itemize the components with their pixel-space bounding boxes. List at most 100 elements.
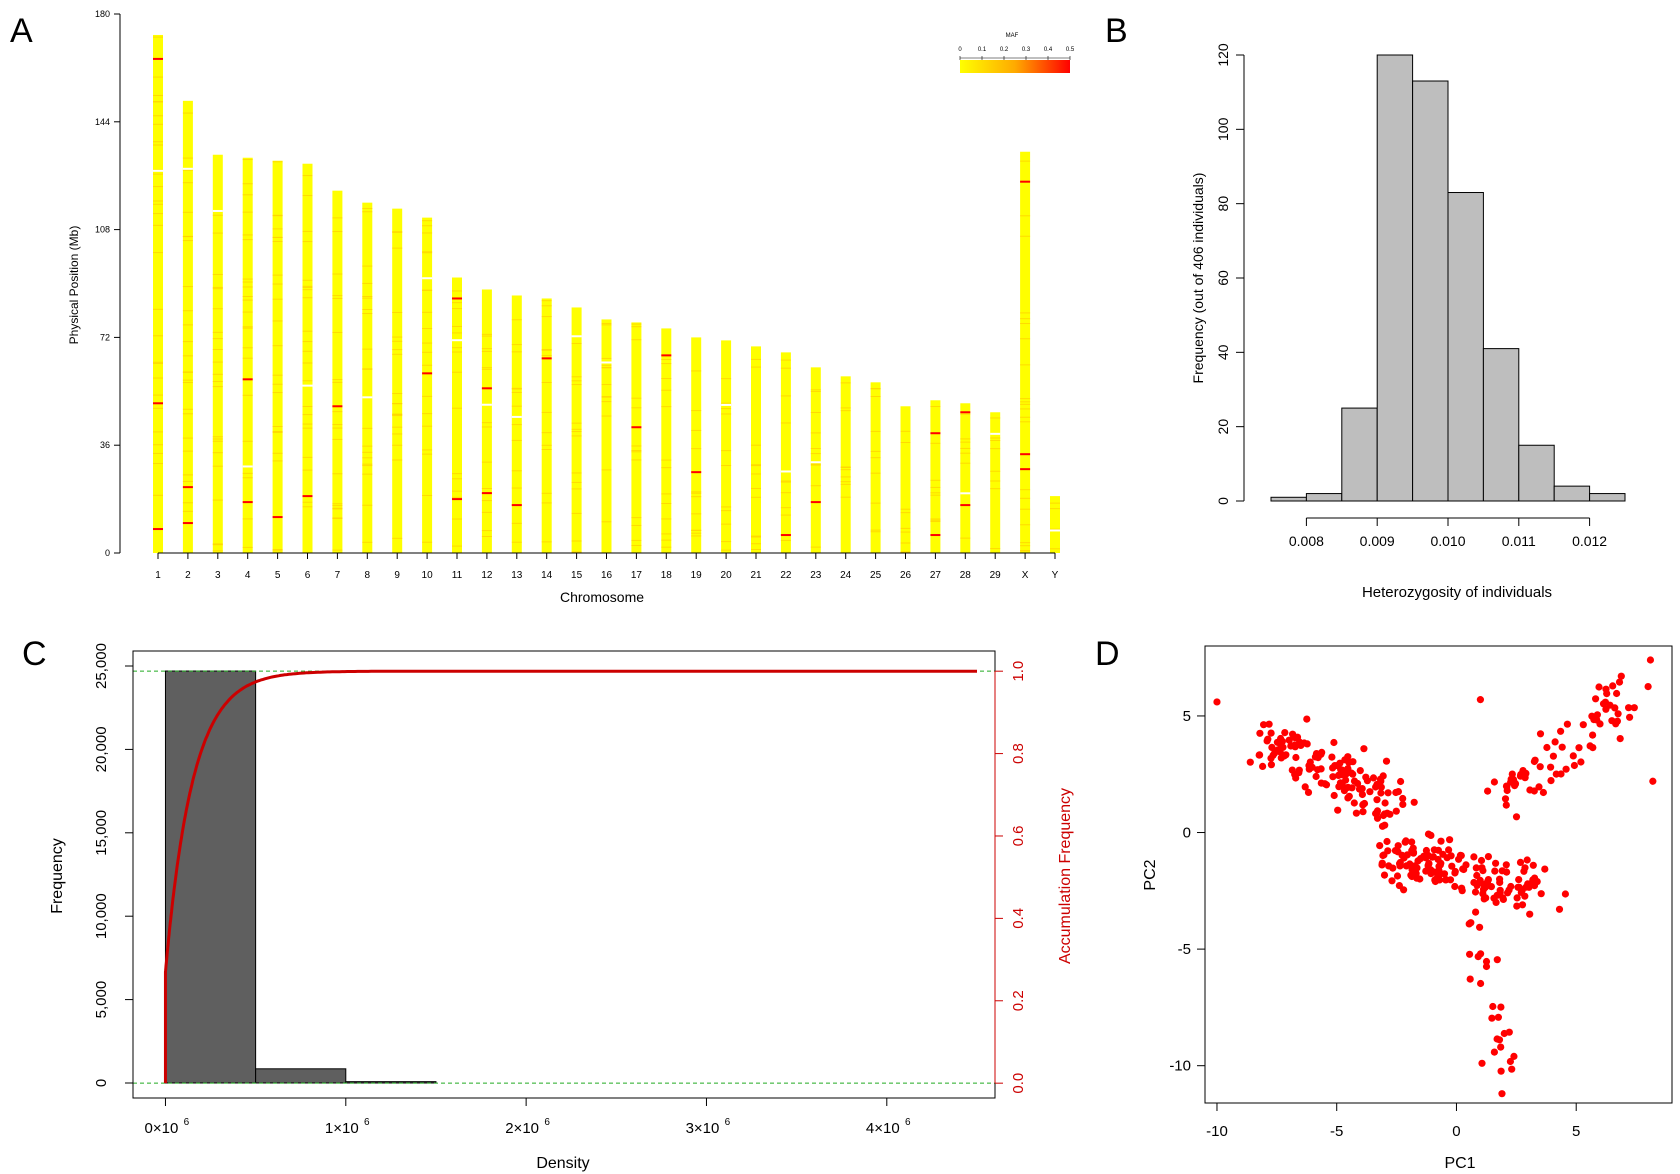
panel-d-point <box>1526 910 1534 918</box>
panel-d-point <box>1516 858 1525 867</box>
panel-a-y-ticks: 0 36 72 108 144 180 <box>95 9 120 558</box>
panel-d-point <box>1399 794 1407 803</box>
panel-d-point <box>1393 872 1402 880</box>
panel-d-point <box>1381 799 1389 807</box>
panel-d-point <box>1549 752 1557 760</box>
panel-c-ytick-label: 25,000 <box>93 643 110 689</box>
panel-d-point <box>1593 711 1601 719</box>
panel-d-point <box>1334 806 1342 814</box>
panel-d-point <box>1595 683 1603 691</box>
panel-d-point <box>1295 769 1303 777</box>
panel-d-point-outlier <box>1510 1052 1518 1060</box>
panel-d-point <box>1410 798 1418 806</box>
panel-a-x-axis-title: Chromosome <box>560 589 644 605</box>
panel-d-point-outlier <box>1476 696 1485 704</box>
panel-d-point <box>1412 869 1420 878</box>
chromosome-bar-10 <box>422 217 433 553</box>
panel-d-point <box>1360 745 1368 753</box>
panel-a-xtick-label: 28 <box>960 570 972 581</box>
panel-d: -10 -5 0 5 -10 -5 0 5 PC1 PC2 <box>1142 645 1673 1172</box>
panel-d-point <box>1259 762 1267 771</box>
panel-d-point <box>1336 779 1344 787</box>
panel-a-xtick-label: 16 <box>601 570 613 581</box>
panel-b-bar <box>1447 192 1484 502</box>
panel-b-ytick-label: 100 <box>1215 117 1231 141</box>
panel-d-point <box>1372 783 1380 791</box>
panel-d-point <box>1406 860 1414 868</box>
panel-d-point <box>1394 842 1402 850</box>
panel-d-point <box>1292 774 1300 782</box>
panel-d-point <box>1543 743 1551 752</box>
panel-d-point <box>1256 729 1264 737</box>
panel-b-ytick-label: 60 <box>1215 270 1231 286</box>
panel-d-point <box>1482 962 1491 971</box>
panel-d-point <box>1471 888 1480 896</box>
panel-d-point <box>1378 861 1386 869</box>
panel-d-point <box>1502 801 1510 809</box>
maf-legend-title: MAF <box>1006 33 1019 39</box>
panel-d-point <box>1382 757 1391 765</box>
panel-c-xtick-exponent: 6 <box>905 1117 911 1128</box>
panel-d-point <box>1477 979 1485 988</box>
panel-d-point <box>1466 950 1474 958</box>
panel-d-point <box>1555 905 1564 913</box>
panel-d-point <box>1577 758 1585 766</box>
panel-a-x-ticks: 1 2 3 4 5 6 7 8 9 10 11 12 13 14 15 16 17 18 19 20 21 22 23 24 2… <box>155 552 1059 581</box>
panel-d-point <box>1451 882 1459 891</box>
panel-d-point <box>1497 1067 1505 1075</box>
panel-d-point <box>1349 758 1357 766</box>
chromosome-bar-29 <box>990 412 1001 553</box>
panel-d-point <box>1536 763 1544 771</box>
panel-d-point <box>1480 895 1488 903</box>
panel-d-point <box>1442 876 1450 884</box>
panel-d-point <box>1276 740 1284 748</box>
chromosome-bar-3 <box>212 154 223 553</box>
panel-d-point <box>1403 851 1411 859</box>
panel-d-point <box>1317 779 1325 787</box>
maf-legend-gradient <box>960 60 1070 73</box>
panel-d-point <box>1408 838 1416 846</box>
panel-d-point <box>1281 729 1289 737</box>
panel-a-y-axis-title: Physical Position (Mb) <box>67 226 81 345</box>
panel-c-y2tick-label: 0.0 <box>1010 1073 1027 1094</box>
panel-d-ytick-label: -5 <box>1178 941 1191 958</box>
panel-a-xtick-label: 21 <box>750 570 762 581</box>
panel-c-x-axis-title: Density <box>536 1155 589 1172</box>
panel-d-point <box>1502 861 1510 869</box>
panel-d-point <box>1613 689 1621 698</box>
panel-d-point <box>1448 862 1456 870</box>
panel-d-point <box>1478 1059 1486 1067</box>
panel-b-y-axis-title: Frequency (out of 406 individuals) <box>1190 173 1206 384</box>
panel-d-point <box>1506 1057 1514 1066</box>
panel-c-ytick-label: 0 <box>93 1079 110 1087</box>
panel-d-point <box>1397 777 1405 786</box>
panel-d-point <box>1330 738 1338 747</box>
panel-d-point <box>1494 1013 1502 1021</box>
panel-d-point <box>1409 848 1418 856</box>
panel-d-point <box>1424 830 1433 838</box>
panel-b-bar <box>1412 80 1449 502</box>
panel-a-xtick-label: 10 <box>422 570 434 581</box>
panel-c-bar <box>164 670 257 1084</box>
panel-d-point <box>1562 765 1570 773</box>
panel-d-point <box>1617 672 1625 680</box>
panel-d-point <box>1446 836 1454 844</box>
panel-d-point <box>1317 750 1325 758</box>
panel-b-bar <box>1376 54 1414 502</box>
panel-d-point <box>1356 767 1364 775</box>
chromosome-bar-Y <box>1050 496 1060 553</box>
panel-d-point <box>1616 735 1624 743</box>
panel-d-point <box>1447 852 1455 860</box>
panel-d-point <box>1277 754 1285 762</box>
chromosome-bar-27 <box>930 400 941 553</box>
panel-d-point <box>1366 788 1374 796</box>
panel-d-point <box>1521 892 1529 900</box>
maf-legend-tick-label: 0.4 <box>1044 47 1053 53</box>
panel-b-axes: 0 20 40 60 80 100 120 0.008 0.009 0.010 0.011 0.012 <box>1215 43 1607 549</box>
panel-d-point <box>1458 887 1466 895</box>
panel-d-point <box>1644 683 1652 691</box>
panel-d-point <box>1384 789 1392 797</box>
panel-c-xtick-exponent: 6 <box>725 1117 731 1128</box>
panel-d-point <box>1515 876 1523 884</box>
panel-b-ytick-label: 40 <box>1215 344 1231 360</box>
